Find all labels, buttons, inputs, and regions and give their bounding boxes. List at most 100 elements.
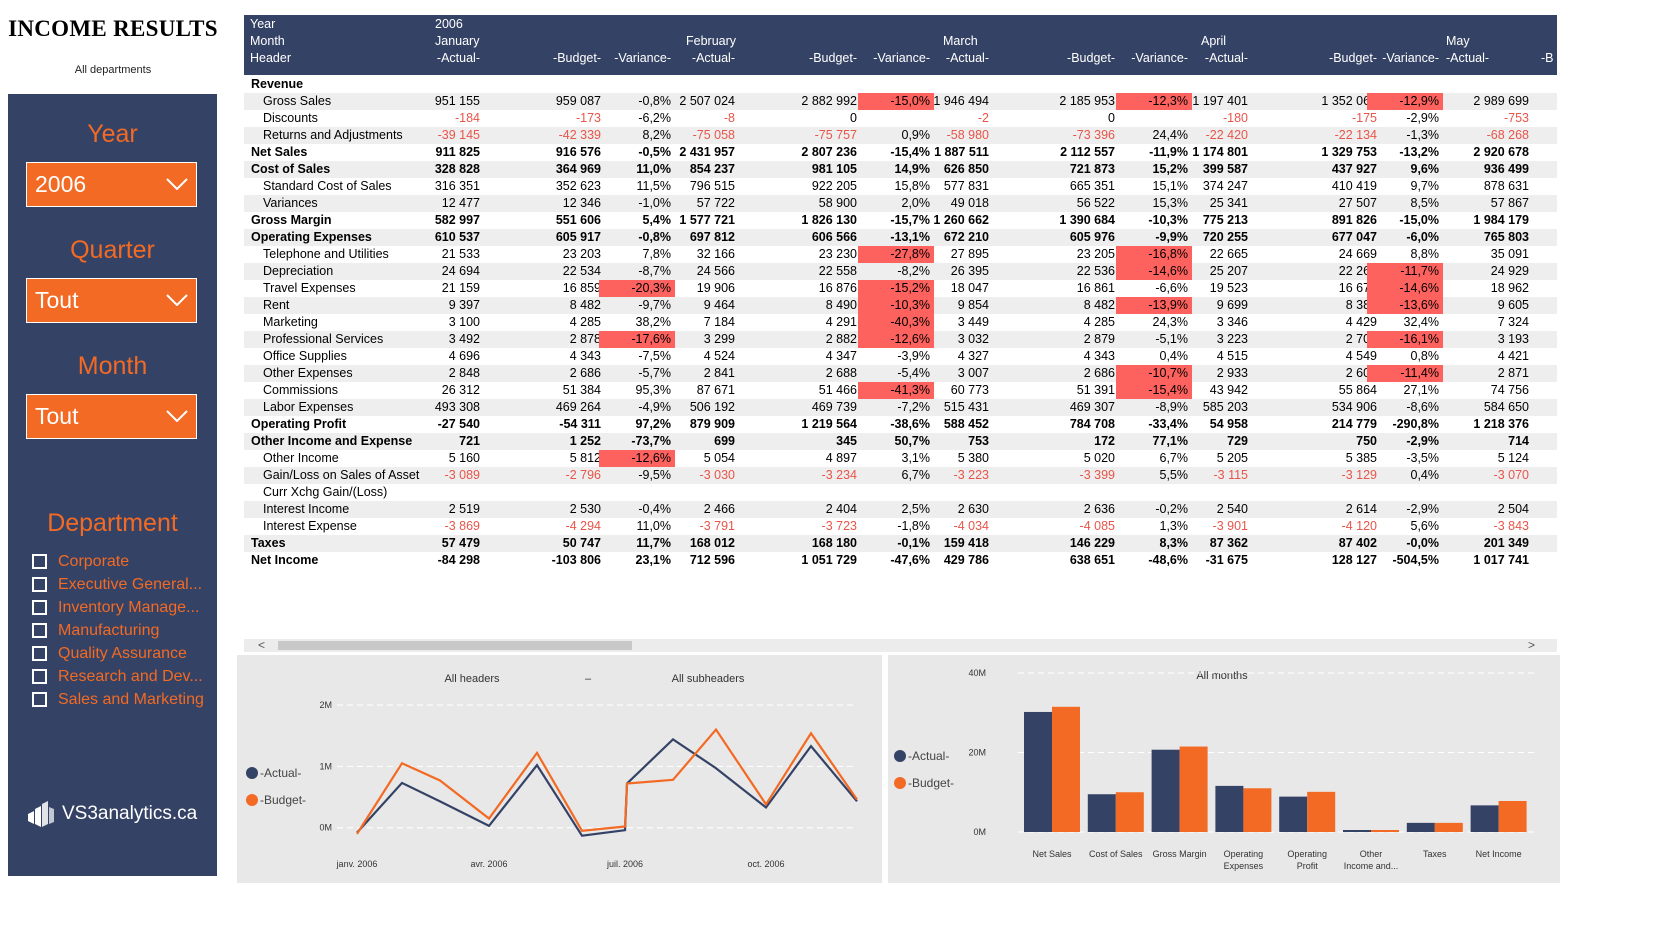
table-cell: 9 464 (703, 298, 735, 312)
department-option-label: Inventory Manage... (58, 598, 200, 616)
table-cell: -0,0% (1406, 536, 1439, 550)
table-cell: 4 421 (1497, 349, 1529, 363)
table-cell: 49 018 (950, 196, 989, 210)
table-cell: -4,9% (638, 400, 671, 414)
table-cell: 2 507 024 (679, 94, 735, 108)
income-matrix: Year Month Header 2006 January February Ma… (244, 15, 1557, 635)
table-cell: 6,7% (1159, 451, 1189, 465)
table-cell: -75 757 (814, 128, 857, 142)
table-cell: 77,1% (1152, 434, 1188, 448)
chevron-down-icon (166, 178, 188, 190)
table-cell: 57 479 (441, 536, 480, 550)
table-cell: 8,3% (1159, 536, 1189, 550)
table-row: Other Income 5 160 5 812 -12,6% 5 054 4 897 3,… (244, 450, 1557, 467)
table-cell-highlighted: -27,8% (858, 246, 934, 263)
checkbox[interactable] (32, 669, 47, 684)
table-cell: 24,3% (1152, 315, 1188, 329)
table-cell: 18 047 (950, 281, 989, 295)
bar-actual (1343, 830, 1371, 832)
department-option[interactable]: Executive General... (32, 573, 204, 596)
table-cell: 201 349 (1483, 536, 1529, 550)
legend-marker (894, 750, 906, 762)
header-measure: -Budget- (553, 51, 601, 65)
x-tick-label: oct. 2006 (747, 859, 784, 869)
checkbox[interactable] (32, 646, 47, 661)
scroll-thumb[interactable] (278, 641, 632, 650)
legend-label: -Actual- (260, 766, 301, 780)
table-cell: 0,8% (1410, 349, 1440, 363)
table-cell: 4 343 (1083, 349, 1115, 363)
table-cell: -180 (1222, 111, 1248, 125)
quarter-dropdown-value: Tout (35, 287, 79, 313)
table-row: Net Income -84 298 -103 806 23,1% 712 596 1 0… (244, 552, 1557, 569)
table-cell: 25 341 (1209, 196, 1248, 210)
table-cell: 588 452 (943, 417, 989, 431)
quarter-dropdown[interactable]: Tout (26, 278, 197, 323)
bar-actual (1406, 822, 1435, 832)
filter-all-subheaders[interactable]: All subheaders (672, 673, 745, 685)
legend-label: -Budget- (260, 793, 306, 807)
year-dropdown[interactable]: 2006 (26, 162, 197, 207)
filter-all-months[interactable]: All months (1196, 670, 1248, 682)
table-cell: 8 490 (825, 298, 857, 312)
table-cell: 3 492 (448, 332, 480, 346)
table-cell: 981 105 (811, 162, 857, 176)
table-cell: 57 867 (1490, 196, 1529, 210)
header-measure: -Actual- (1204, 51, 1248, 65)
table-cell: 2 879 (1083, 332, 1115, 346)
row-label: Gross Sales (263, 94, 332, 108)
checkbox[interactable] (32, 577, 47, 592)
table-cell: -4 294 (565, 519, 601, 533)
table-cell: 11,7% (636, 536, 671, 550)
table-cell: 4 515 (1216, 349, 1248, 363)
table-cell: 584 650 (1483, 400, 1529, 414)
table-cell: 19 523 (1209, 281, 1248, 295)
filter-all-headers[interactable]: All headers (444, 673, 500, 685)
header-measure: -Budget- (809, 51, 857, 65)
table-cell: 2 530 (569, 502, 601, 516)
table-cell: -9,9% (1155, 230, 1188, 244)
checkbox[interactable] (32, 600, 47, 615)
department-option[interactable]: Quality Assurance (32, 642, 204, 665)
table-cell-highlighted: -12,9% (1367, 93, 1443, 110)
table-cell: 1 051 729 (801, 553, 857, 567)
row-label: Commissions (263, 383, 339, 397)
header-month: April (1201, 34, 1227, 48)
table-row: Net Sales 911 825 916 576 -0,5% 2 431 957 2 8… (244, 144, 1557, 161)
month-dropdown[interactable]: Tout (26, 394, 197, 439)
table-cell: 9 397 (448, 298, 480, 312)
table-cell: 1 984 179 (1473, 213, 1529, 227)
checkbox[interactable] (32, 692, 47, 707)
department-option[interactable]: Sales and Marketing (32, 688, 204, 711)
department-option[interactable]: Manufacturing (32, 619, 204, 642)
table-cell: 22 536 (1076, 264, 1115, 278)
scroll-right-arrow[interactable]: > (1527, 638, 1535, 652)
scroll-left-arrow[interactable]: < (258, 638, 266, 652)
table-cell: -3 089 (444, 468, 480, 482)
department-option[interactable]: Inventory Manage... (32, 596, 204, 619)
checkbox[interactable] (32, 554, 47, 569)
table-cell: 3 032 (957, 332, 989, 346)
table-cell: 854 237 (689, 162, 735, 176)
table-cell: 5,5% (1159, 468, 1189, 482)
table-cell: 720 255 (1202, 230, 1248, 244)
table-cell: 1 887 511 (934, 145, 989, 159)
table-row: Taxes 57 479 50 747 11,7% 168 012 168 180 -0,1… (244, 535, 1557, 552)
bar-chart-panel: All months 0M 20M 40M Net Sales Cost of Sale… (888, 655, 1560, 883)
department-option[interactable]: Research and Dev... (32, 665, 204, 688)
bar-budget (1498, 800, 1527, 832)
table-cell: 24 669 (1338, 247, 1377, 261)
table-cell: 2,5% (901, 502, 931, 516)
table-row: Standard Cost of Sales 316 351 352 623 11,5… (244, 178, 1557, 195)
department-option[interactable]: Corporate (32, 550, 204, 573)
table-cell: 699 (714, 434, 735, 448)
table-cell: -0,1% (897, 536, 930, 550)
table-cell: 58 900 (818, 196, 857, 210)
table-cell: 51 391 (1076, 383, 1115, 397)
department-list: Corporate Executive General... Inventory M… (32, 550, 204, 711)
table-cell: 8,8% (1410, 247, 1440, 261)
horizontal-scrollbar[interactable]: < > (244, 638, 1557, 652)
x-tick-label: Cost of Sales (1089, 849, 1143, 859)
checkbox[interactable] (32, 623, 47, 638)
table-cell: 712 596 (689, 553, 735, 567)
